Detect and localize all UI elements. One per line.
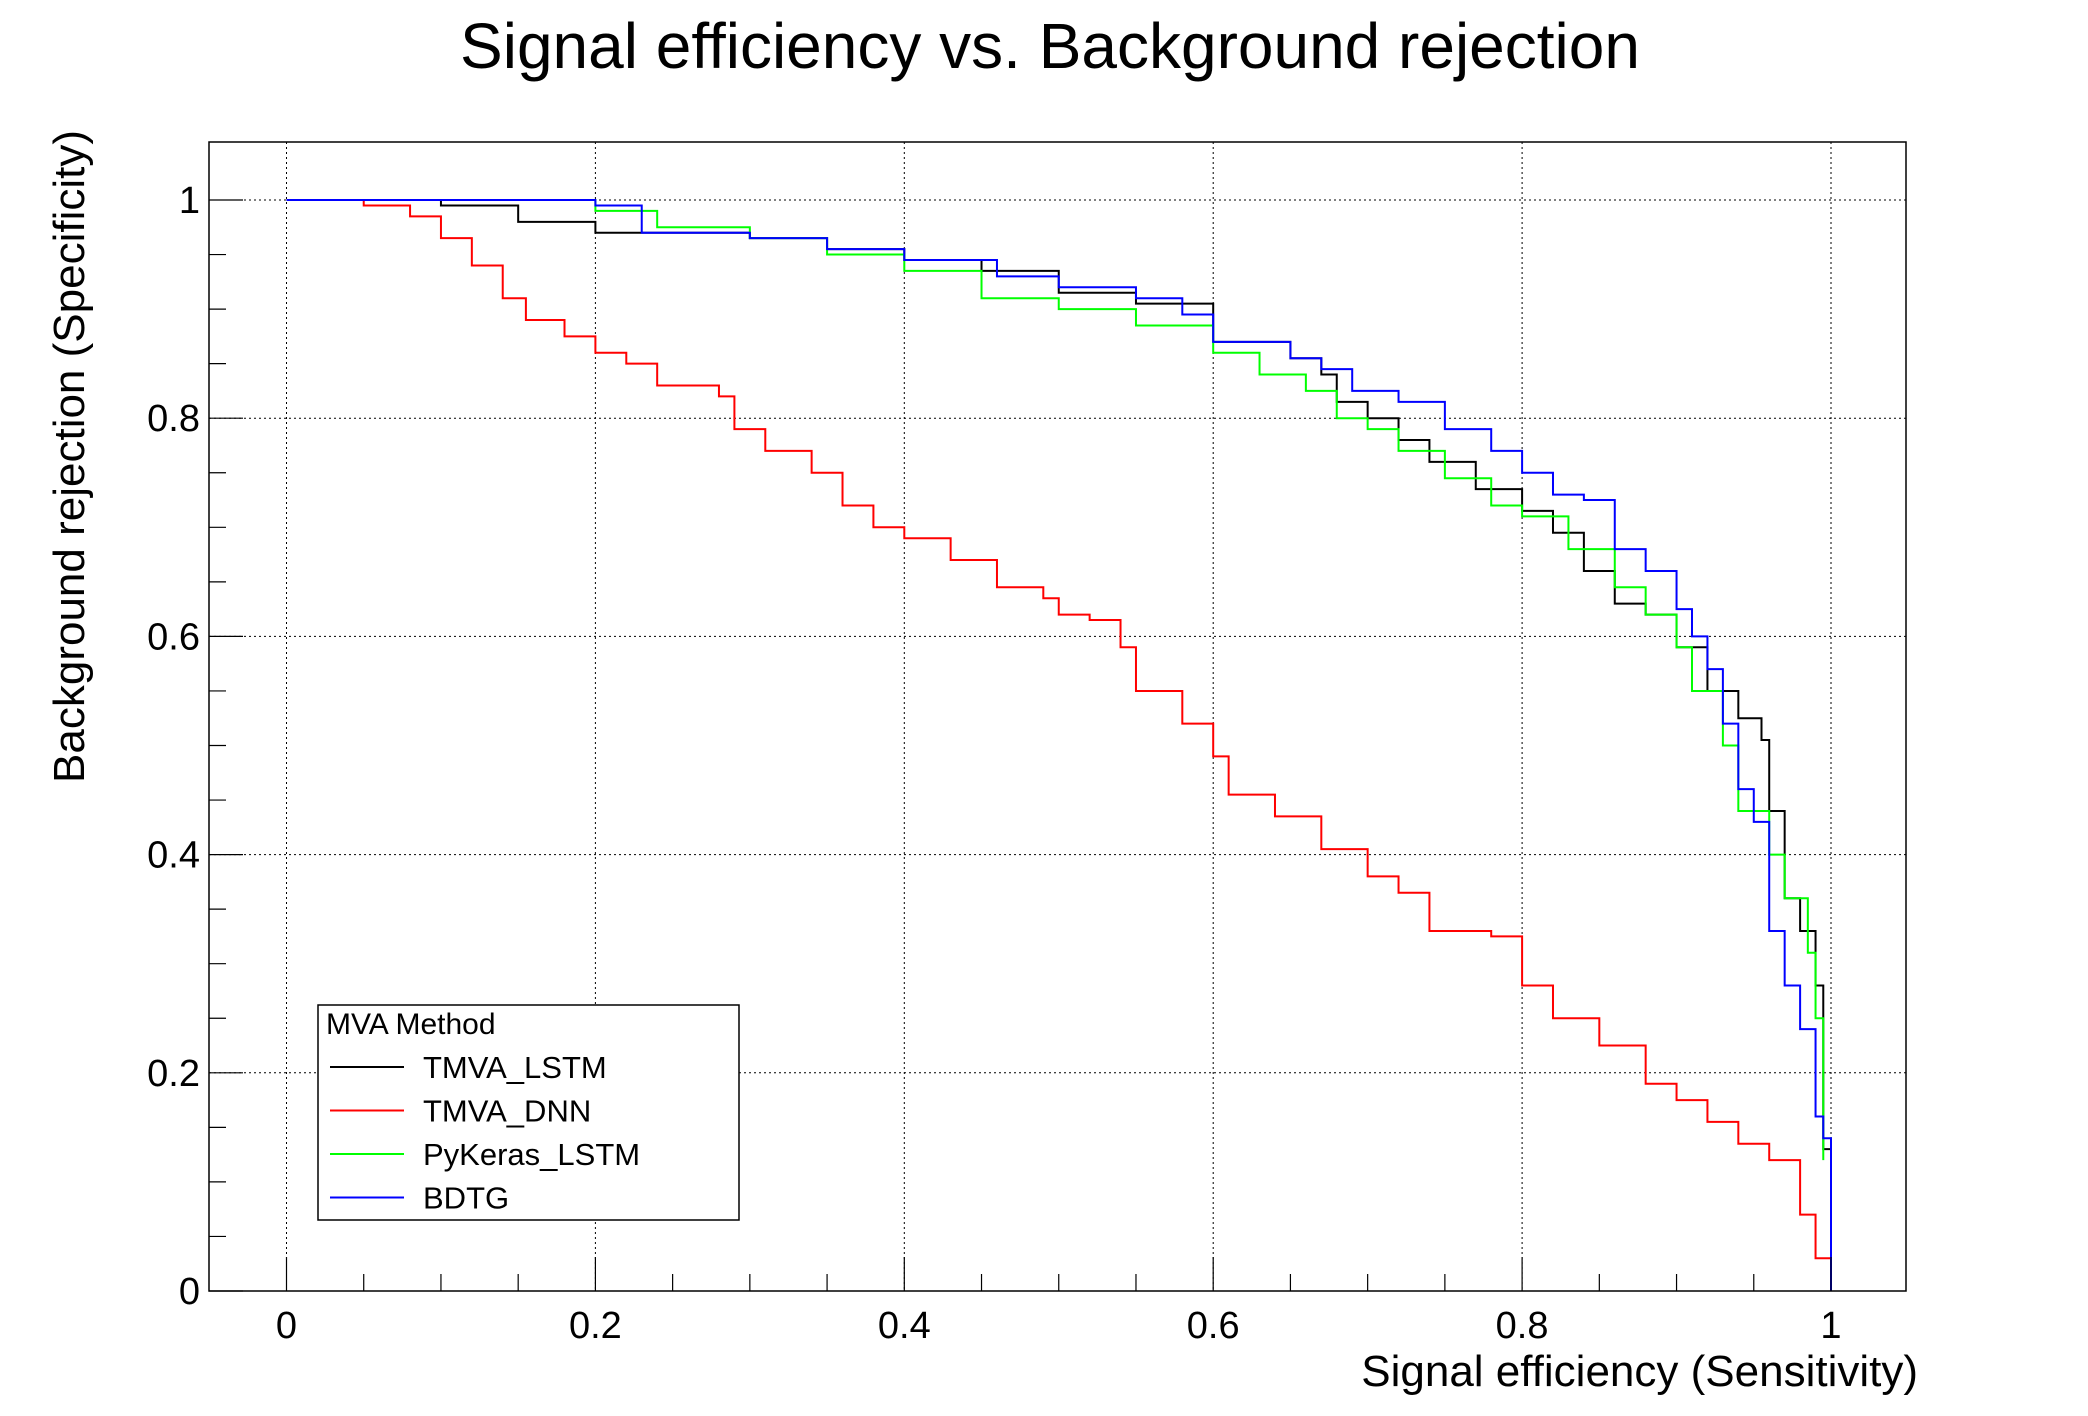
- x-tick-label: 0.6: [1187, 1305, 1240, 1347]
- legend-label: BDTG: [423, 1181, 509, 1216]
- legend-label: PyKeras_LSTM: [423, 1137, 640, 1172]
- x-tick-label: 0.2: [569, 1305, 622, 1347]
- x-tick-label: 0.4: [878, 1305, 931, 1347]
- legend: MVA Method TMVA_LSTM TMVA_DNN PyKeras_LSTM…: [317, 1004, 740, 1221]
- series-line-pykeras-lstm: [286, 199, 1825, 1161]
- chart-title: Signal efficiency vs. Background rejecti…: [460, 10, 1640, 82]
- y-axis-label: Background rejection (Specificity): [45, 130, 94, 783]
- y-tick-label: 0.8: [147, 398, 200, 440]
- axes: 0 0 0.2 0.2 0.4 0.4 0.6 0.6 0.8 0.8 1 1: [147, 180, 1841, 1347]
- x-tick-label: 1: [1820, 1305, 1841, 1347]
- x-tick-label: 0: [276, 1305, 297, 1347]
- y-tick-label: 0: [179, 1271, 200, 1313]
- legend-box: [317, 1004, 740, 1221]
- plot-frame: [208, 141, 1907, 1292]
- series-line-bdtg: [286, 199, 1832, 1291]
- x-tick-label: 0.8: [1496, 1305, 1549, 1347]
- y-tick-label: 0.2: [147, 1053, 200, 1095]
- x-axis-label: Signal efficiency (Sensitivity): [1361, 1347, 1918, 1396]
- y-tick-label: 1: [179, 180, 200, 222]
- y-tick-label: 0.6: [147, 616, 200, 658]
- y-tick-label: 0.4: [147, 835, 200, 877]
- series-line-tmva-dnn: [286, 199, 1832, 1291]
- legend-title: MVA Method: [326, 1008, 496, 1041]
- legend-label: TMVA_LSTM: [423, 1050, 607, 1085]
- series-group: [286, 199, 1832, 1291]
- legend-label: TMVA_DNN: [423, 1094, 591, 1129]
